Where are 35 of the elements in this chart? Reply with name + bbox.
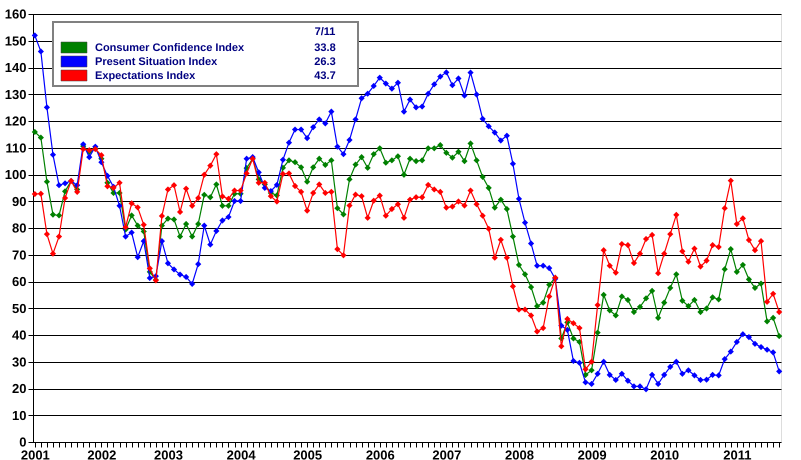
y-tick-label: 120 (4, 114, 26, 128)
y-tick-label: 0 (19, 434, 26, 450)
x-tick-label: 2010 (650, 448, 680, 460)
y-tick-label: 50 (12, 300, 26, 316)
x-tick-label: 2011 (723, 448, 752, 460)
x-tick-label: 2001 (20, 448, 50, 460)
y-tick-label: 70 (12, 247, 26, 262)
y-tick-label: 40 (12, 328, 26, 342)
y-tick-label: 140 (4, 60, 26, 75)
x-tick-label: 2003 (154, 448, 183, 460)
annotation: 7/11 (314, 26, 336, 38)
y-tick-label: 100 (4, 167, 26, 182)
legend-label: Present Situation Index (95, 56, 218, 68)
y-tick-label: 60 (12, 274, 26, 289)
y-tick-label: 130 (4, 86, 26, 102)
y-tick-label: 10 (12, 408, 26, 423)
x-tick-label: 2004 (226, 448, 256, 460)
annotation: 33.8 (314, 42, 336, 54)
annotation: 26.3 (314, 56, 336, 68)
x-tick-label: 2002 (87, 448, 116, 460)
x-tick-label: 2009 (578, 448, 607, 460)
y-tick-label: 90 (12, 194, 26, 209)
x-tick-label: 2007 (432, 448, 462, 460)
y-tick-label: 80 (12, 220, 26, 236)
x-tick-label: 2005 (293, 448, 322, 460)
y-tick-label: 150 (4, 33, 26, 48)
y-tick-label: 30 (12, 354, 26, 370)
legend-label: Consumer Confidence Index (95, 42, 246, 54)
y-tick-label: 160 (4, 6, 26, 22)
x-tick-label: 2006 (366, 448, 395, 460)
x-tick-label: 2008 (504, 448, 534, 460)
legend-label: Expectations Index (95, 70, 196, 82)
y-tick-label: 20 (12, 381, 26, 396)
annotation: 43.7 (314, 70, 336, 82)
y-tick-label: 110 (6, 140, 26, 156)
